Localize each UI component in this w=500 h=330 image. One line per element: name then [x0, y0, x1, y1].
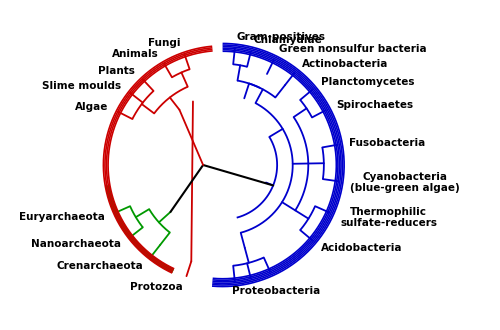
Text: Chlamydiae: Chlamydiae: [254, 35, 322, 45]
Text: Plants: Plants: [98, 66, 135, 76]
Text: Acidobacteria: Acidobacteria: [321, 243, 402, 253]
Text: Actinobacteria: Actinobacteria: [302, 59, 388, 69]
Text: Protozoa: Protozoa: [130, 282, 183, 292]
Text: Spirochaetes: Spirochaetes: [336, 100, 413, 110]
Text: Planctomycetes: Planctomycetes: [321, 77, 414, 87]
Text: Thermophilic
sulfate-reducers: Thermophilic sulfate-reducers: [340, 207, 437, 228]
Text: Animals: Animals: [112, 49, 158, 59]
Text: Slime moulds: Slime moulds: [42, 81, 121, 91]
Text: Proteobacteria: Proteobacteria: [232, 286, 320, 296]
Text: Fungi: Fungi: [148, 39, 180, 49]
Text: Euryarchaeota: Euryarchaeota: [20, 212, 105, 222]
Text: Algae: Algae: [74, 102, 108, 112]
Text: Cyanobacteria
(blue-green algae): Cyanobacteria (blue-green algae): [350, 173, 460, 193]
Text: Gram-positives: Gram-positives: [236, 32, 325, 42]
Text: Fusobacteria: Fusobacteria: [349, 138, 426, 148]
Text: Crenarchaeota: Crenarchaeota: [56, 261, 144, 271]
Text: Nanoarchaeota: Nanoarchaeota: [32, 239, 122, 249]
Text: Green nonsulfur bacteria: Green nonsulfur bacteria: [279, 45, 426, 54]
